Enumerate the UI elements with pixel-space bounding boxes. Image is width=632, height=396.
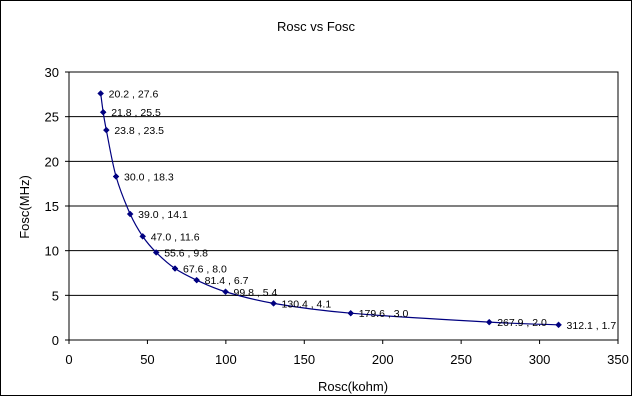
data-point-marker [270, 300, 277, 307]
x-tick-label: 350 [607, 352, 629, 367]
x-axis-title: Rosc(kohm) [318, 379, 388, 394]
x-tick-label: 150 [293, 352, 315, 367]
data-point-label: 99.8 , 5.4 [234, 287, 278, 299]
y-tick-label: 5 [52, 288, 59, 303]
label-layer: 20.2 , 27.6 21.8 , 25.5 23.8 , 23.5 30.0 , … [109, 88, 617, 331]
y-tick-label: 0 [52, 333, 59, 348]
data-point-marker [222, 288, 229, 296]
y-tick-label: 30 [45, 65, 59, 80]
x-tick-label: 50 [140, 352, 154, 367]
data-point-marker [112, 173, 120, 180]
data-point-label: 39.0 , 14.1 [138, 209, 188, 221]
data-point-label: 30.0 , 18.3 [124, 172, 174, 184]
y-tick-label: 10 [45, 244, 59, 259]
y-tick-label: 15 [45, 199, 59, 214]
data-point-label: 179.6 , 3.0 [359, 308, 409, 320]
data-point-marker [139, 233, 147, 240]
data-point-marker [99, 108, 107, 116]
x-tick-label: 300 [529, 352, 551, 367]
y-tick-label: 20 [45, 154, 59, 169]
data-point-label: 81.4 , 6.7 [205, 275, 249, 287]
data-point-marker [347, 309, 355, 317]
data-point-marker [97, 90, 105, 97]
data-point-marker [193, 276, 201, 284]
data-point-marker [555, 321, 562, 329]
x-tick-label: 250 [450, 352, 472, 367]
data-point-label: 20.2 , 27.6 [109, 88, 159, 100]
data-point-label: 67.6 , 8.0 [183, 264, 227, 276]
data-point-label: 130.4 , 4.1 [282, 298, 332, 310]
y-tick-label: 25 [45, 110, 59, 125]
data-point-label: 267.9 , 2.0 [497, 317, 547, 329]
x-tick-label: 200 [372, 352, 394, 367]
data-point-label: 23.8 , 23.5 [114, 125, 164, 137]
data-point-label: 21.8 , 25.5 [111, 107, 161, 119]
chart-title: Rosc vs Fosc [277, 19, 356, 34]
data-point-label: 55.6 , 9.8 [164, 247, 208, 259]
data-point-marker [485, 318, 493, 326]
series-layer [97, 90, 562, 329]
data-point-label: 47.0 , 11.6 [151, 231, 200, 243]
data-point-marker [126, 210, 134, 218]
data-point-marker [171, 265, 179, 272]
y-axis-title: Fosc(MHz) [17, 175, 32, 239]
x-tick-label: 0 [65, 352, 72, 367]
data-point-label: 312.1 , 1.7 [567, 320, 617, 332]
data-point-marker [102, 126, 110, 134]
data-point-marker [152, 249, 160, 256]
series-line [100, 93, 559, 326]
grid-layer [69, 71, 618, 296]
x-tick-label: 100 [215, 352, 237, 367]
